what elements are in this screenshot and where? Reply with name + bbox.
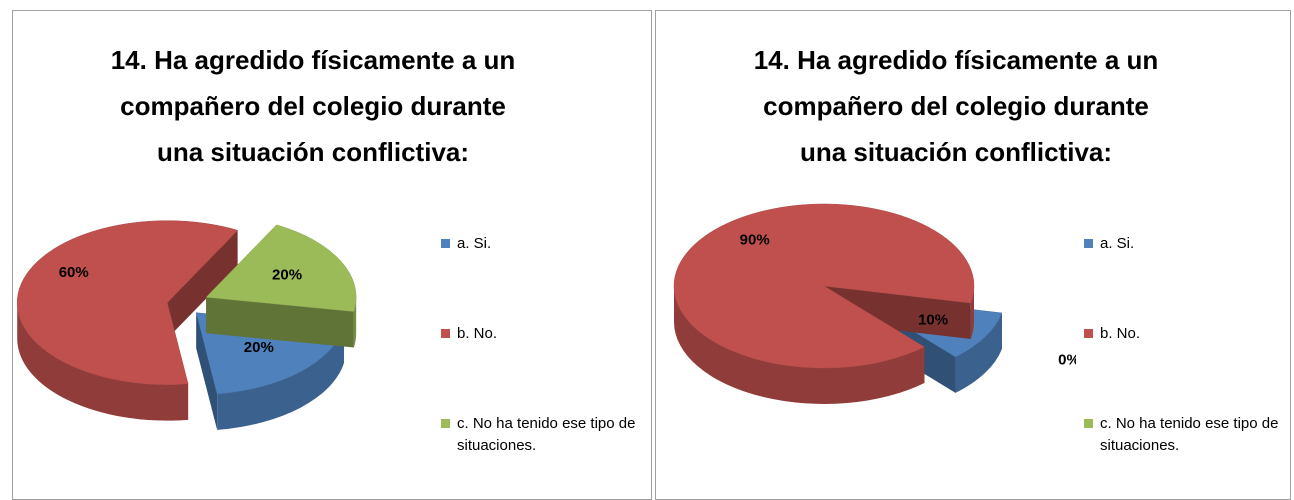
slice-side — [17, 302, 189, 421]
data-label: 60% — [59, 264, 89, 281]
legend-swatch — [1084, 239, 1093, 248]
slice-wall — [167, 230, 238, 339]
legend-item: c. No ha tenido ese tipo de situaciones. — [441, 413, 646, 457]
slice-side — [970, 286, 974, 340]
legend-item: b. No. — [1084, 323, 1289, 345]
legend-label: a. Si. — [1100, 235, 1135, 252]
legend-label: b. No. — [457, 325, 498, 342]
slice-top — [205, 224, 357, 312]
pie-slice — [17, 220, 239, 421]
slice-top — [17, 220, 239, 385]
pie-chart: 10% 90% 0% — [673, 203, 1076, 404]
chart-panel: 14. Ha agredido físicamente a un compañe… — [655, 10, 1291, 500]
pie-slice — [673, 203, 975, 404]
slice-side — [217, 326, 345, 430]
legend-label: c. No ha tenido ese tipo de situaciones. — [1100, 415, 1279, 454]
pie-chart: 20% 60% 20% — [17, 220, 357, 430]
legend-item: c. No ha tenido ese tipo de situaciones. — [1084, 413, 1289, 457]
data-label: 20% — [272, 267, 302, 284]
legend-swatch — [1084, 329, 1093, 338]
chart-panel: 14. Ha agredido físicamente a un compañe… — [12, 10, 652, 500]
pie-slice — [205, 224, 357, 348]
data-label: 0% — [1058, 351, 1076, 368]
data-label: 90% — [740, 232, 770, 249]
legend-item: a. Si. — [441, 233, 646, 255]
legend-swatch — [441, 419, 450, 428]
legend-swatch — [441, 239, 450, 248]
slice-side — [955, 312, 1002, 393]
data-label: 20% — [244, 339, 274, 356]
slice-wall — [206, 297, 354, 348]
data-label: 10% — [918, 311, 948, 328]
legend-label: a. Si. — [457, 235, 492, 252]
chart-title: 14. Ha agredido físicamente a un compañe… — [753, 45, 1159, 167]
slice-side — [674, 286, 925, 404]
slice-wall — [196, 312, 218, 430]
slice-top — [673, 203, 975, 369]
legend-label: b. No. — [1100, 325, 1141, 342]
legend-label: c. No ha tenido ese tipo de situaciones. — [457, 415, 636, 454]
chart-title: 14. Ha agredido físicamente a un compañe… — [110, 45, 516, 167]
legend-swatch — [1084, 419, 1093, 428]
legend-item: a. Si. — [1084, 233, 1289, 255]
legend-item: b. No. — [441, 323, 646, 345]
legend-swatch — [441, 329, 450, 338]
